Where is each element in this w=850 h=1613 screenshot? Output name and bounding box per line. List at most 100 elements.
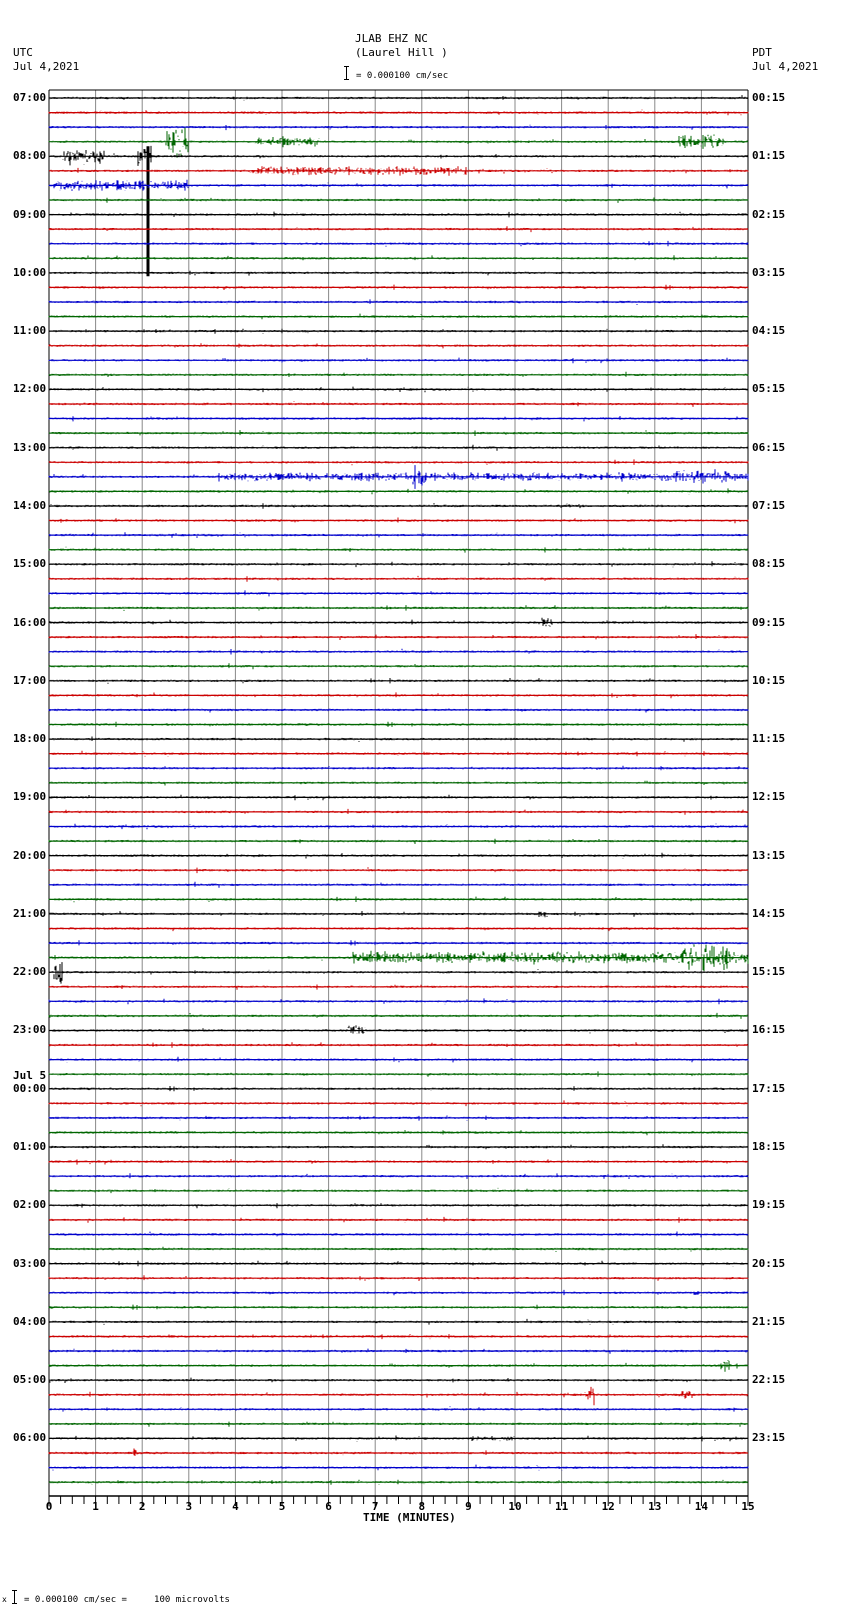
utc-hour-label: 17:00 [13, 673, 47, 687]
right-date: Jul 4,2021 [752, 60, 819, 73]
x-tick-label: 13 [648, 1500, 662, 1513]
station-title: JLAB EHZ NC [355, 32, 428, 45]
seismic-trace [48, 1115, 749, 1121]
utc-hour-label: 19:00 [13, 790, 47, 804]
seismic-trace [48, 998, 749, 1005]
pdt-hour-label: 07:15 [752, 498, 786, 512]
utc-hour-label: 08:00 [13, 149, 47, 163]
seismic-trace [48, 721, 749, 727]
footer-scale-bar-icon [14, 1590, 15, 1604]
seismic-trace [48, 517, 749, 524]
utc-hour-label: 21:00 [13, 906, 47, 920]
seismic-trace [48, 1386, 749, 1406]
seismic-trace [48, 488, 749, 495]
seismic-trace [48, 124, 749, 131]
pdt-hour-label: 04:15 [752, 324, 786, 338]
seismic-trace [48, 605, 749, 611]
seismic-trace [48, 867, 749, 874]
right-timezone: PDT [752, 46, 772, 59]
seismic-trace [48, 109, 749, 116]
pdt-hour-label: 01:15 [752, 149, 786, 163]
pdt-hour-label: 02:15 [752, 207, 786, 221]
seismic-trace [48, 1012, 749, 1019]
seismic-trace [48, 1435, 749, 1442]
seismic-trace [48, 708, 749, 713]
utc-hour-label: 18:00 [13, 732, 47, 746]
seismic-trace [48, 896, 749, 903]
pdt-hour-label: 09:15 [752, 615, 786, 629]
x-tick-label: 5 [278, 1500, 286, 1513]
seismic-trace [48, 1318, 749, 1325]
x-axis-label: TIME (MINUTES) [363, 1511, 456, 1524]
seismic-trace [48, 1360, 749, 1372]
scale-label: = 0.000100 cm/sec [356, 71, 449, 81]
date-change-label: Jul 5 [13, 1068, 47, 1082]
pdt-hour-label: 17:15 [752, 1081, 786, 1095]
seismic-trace [48, 1231, 749, 1238]
seismic-trace [48, 561, 749, 568]
seismic-trace [48, 1275, 749, 1281]
seismic-trace [48, 1159, 749, 1165]
seismic-trace [48, 1479, 749, 1485]
seismic-trace [48, 197, 749, 203]
seismic-trace [48, 1071, 749, 1077]
utc-hour-label: 00:00 [13, 1081, 47, 1095]
utc-hour-label: 03:00 [13, 1256, 47, 1270]
pdt-hour-label: 03:15 [752, 265, 786, 279]
seismic-trace [48, 984, 749, 990]
seismic-trace [48, 145, 749, 277]
utc-hour-label: 15:00 [13, 557, 47, 571]
seismic-trace [49, 166, 749, 176]
utc-hour-label: 11:00 [13, 324, 47, 338]
seismic-trace [48, 270, 749, 276]
utc-hour-label: 01:00 [13, 1140, 47, 1154]
pdt-hour-label: 06:15 [752, 440, 786, 454]
seismic-trace [48, 386, 749, 393]
seismic-trace [48, 944, 749, 971]
scale-bar-cap-bottom [344, 79, 349, 80]
seismic-trace [48, 1130, 749, 1136]
utc-hour-label: 10:00 [13, 265, 47, 279]
pdt-hour-label: 11:15 [752, 732, 786, 746]
pdt-hour-label: 18:15 [752, 1140, 786, 1154]
seismic-trace [48, 357, 749, 364]
seismic-trace [48, 371, 749, 377]
seismic-trace [48, 838, 749, 844]
seismic-trace [48, 575, 749, 582]
seismic-trace [48, 823, 749, 830]
seismic-trace [48, 881, 749, 888]
seismic-trace [48, 962, 749, 984]
seismic-trace [48, 1448, 749, 1456]
utc-hour-label: 13:00 [13, 440, 47, 454]
x-tick-label: 8 [418, 1500, 426, 1513]
seismic-trace [48, 765, 749, 771]
left-timezone: UTC [13, 46, 33, 59]
left-date: Jul 4,2021 [13, 60, 80, 73]
pdt-hour-label: 21:15 [752, 1314, 786, 1328]
utc-hour-label: 23:00 [13, 1023, 47, 1037]
seismic-trace [48, 532, 749, 538]
pdt-hour-label: 14:15 [752, 906, 786, 920]
x-tick-label: 10 [508, 1500, 522, 1513]
seismic-trace [48, 808, 749, 815]
station-location: (Laurel Hill ) [355, 46, 448, 59]
x-tick-label: 15 [741, 1500, 755, 1513]
pdt-hour-label: 19:15 [752, 1198, 786, 1212]
x-tick-label: 6 [325, 1500, 332, 1513]
footer-marker: x [2, 1595, 7, 1604]
x-tick-label: 12 [601, 1500, 615, 1513]
scale-bar-icon [346, 66, 347, 80]
seismic-trace [48, 313, 749, 320]
seismic-trace [48, 1144, 749, 1150]
seismic-trace [48, 780, 747, 786]
footer-scale-cap-bottom [12, 1603, 17, 1604]
utc-hour-label: 05:00 [13, 1373, 47, 1387]
seismic-trace [48, 617, 749, 627]
seismic-trace [48, 1203, 749, 1209]
pdt-hour-label: 00:15 [752, 91, 786, 104]
seismic-trace [48, 1187, 749, 1194]
seismic-trace [48, 95, 749, 101]
seismic-trace [48, 343, 749, 349]
seismic-trace [48, 1100, 749, 1107]
seismic-trace [48, 1348, 749, 1354]
